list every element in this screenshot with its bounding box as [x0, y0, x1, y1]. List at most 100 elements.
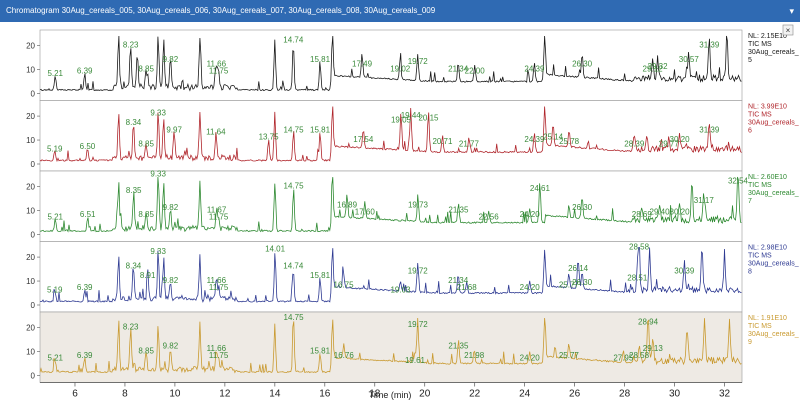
peak-label: 8.85 [138, 346, 154, 355]
x-tick-label: 12 [219, 389, 231, 400]
peak-label: 6.39 [77, 351, 93, 360]
y-tick-label: 0 [31, 231, 36, 240]
peak-label: 19.61 [405, 356, 426, 365]
peak-label: 19.02 [390, 64, 411, 73]
x-tick-label: 16 [319, 389, 331, 400]
file-index: 9 [748, 339, 752, 346]
peak-label: 26.30 [572, 60, 593, 69]
peak-label: 15.81 [310, 271, 331, 280]
peak-label: 31.39 [699, 125, 720, 134]
peak-label: 28.69 [632, 210, 653, 219]
peak-label: 8.85 [138, 210, 154, 219]
peak-label: 14.75 [284, 313, 305, 322]
peak-label: 21.35 [448, 205, 469, 214]
peak-label: 9.82 [163, 203, 179, 212]
peak-label: 14.75 [284, 125, 305, 134]
peak-label: 15.81 [310, 125, 331, 134]
y-tick-label: 0 [31, 372, 36, 381]
peak-label: 24.39 [524, 135, 545, 144]
peak-label: 6.39 [77, 67, 93, 76]
nl-value: NL: 3.99E10 [748, 104, 787, 111]
y-tick-label: 20 [26, 324, 35, 333]
peak-label: 11.66 [207, 344, 227, 353]
x-axis: 6 8 10 12 14 16 18 20 22 24 26 28 30 32 [40, 382, 742, 400]
pin-icon[interactable]: ▾ [789, 6, 794, 16]
peak-label: 9.82 [163, 276, 179, 285]
peak-label: 21.34 [448, 64, 469, 73]
peak-label: 9.33 [150, 169, 166, 178]
peak-label: 6.39 [77, 283, 93, 292]
peak-label: 5.21 [47, 213, 63, 222]
x-tick-label: 8 [122, 389, 128, 400]
peak-label: 14.74 [283, 36, 304, 45]
file-index: 7 [748, 198, 752, 205]
close-icon[interactable]: × [782, 24, 794, 36]
x-tick-label: 30 [669, 389, 681, 400]
peak-label: 22.56 [479, 213, 500, 222]
peak-label: 17.54 [353, 135, 374, 144]
trace-line [39, 106, 742, 163]
x-axis-label: Time (min) [369, 390, 412, 400]
peak-label: 29.32 [648, 62, 669, 71]
x-tick-label: 26 [569, 389, 581, 400]
peak-label: 31.39 [699, 40, 720, 49]
peak-label: 16.75 [334, 281, 355, 290]
peak-label: 21.98 [464, 351, 485, 360]
peak-label: 6.50 [80, 142, 96, 151]
trace-line [40, 247, 742, 303]
peak-label: 8.23 [123, 322, 139, 331]
peak-label: 11.75 [209, 67, 229, 76]
peak-label: 21.77 [459, 140, 480, 149]
peak-label: 27.95 [613, 354, 634, 363]
peak-label: 9.33 [150, 108, 166, 117]
peak-label: 8.85 [138, 140, 154, 149]
scan-filter: TIC MS [748, 323, 772, 330]
peak-label: 19.03 [390, 285, 411, 294]
peak-label: 8.34 [126, 261, 142, 270]
trace-panel: 0 10 20 5.19 6.50 8.34 8.85 9.339.97 11.64 13.75 1… [26, 100, 799, 172]
y-tick-label: 10 [26, 277, 35, 286]
peak-label: 20.15 [418, 113, 439, 122]
y-tick-label: 0 [31, 301, 36, 310]
scan-filter: TIC MS [748, 112, 772, 119]
peak-label: 25.77 [559, 351, 580, 360]
y-tick-label: 20 [26, 253, 35, 262]
peak-label: 11.75 [209, 213, 229, 222]
peak-label: 19.72 [408, 266, 429, 275]
peak-label: 11.66 [207, 276, 227, 285]
peak-label: 5.19 [47, 285, 63, 294]
peak-label: 26.30 [572, 278, 593, 287]
panel-frame [39, 100, 743, 172]
x-tick-label: 18 [369, 389, 381, 400]
peak-label: 20.71 [432, 137, 453, 146]
peak-label: 30.39 [674, 266, 695, 275]
peak-label: 19.73 [408, 201, 429, 210]
y-tick-label: 10 [26, 207, 35, 216]
peak-label: 24.20 [520, 210, 541, 219]
peak-label: 9.33 [150, 247, 166, 256]
peak-label: 25.14 [543, 132, 564, 141]
peak-label: 21.68 [457, 283, 478, 292]
peak-label: 15.81 [310, 346, 331, 355]
peak-label: 17.49 [352, 60, 373, 69]
scan-filter: TIC MS [748, 41, 772, 48]
peak-label: 19.72 [408, 320, 429, 329]
peak-label: 11.75 [209, 283, 229, 292]
nl-value: NL: 2.60E10 [748, 174, 787, 181]
peak-label: 8.91 [140, 271, 156, 280]
peak-label: 19.72 [408, 57, 429, 66]
peak-label: 8.85 [138, 64, 154, 73]
x-tick-label: 20 [419, 389, 431, 400]
peak-label: 8.34 [126, 118, 142, 127]
y-tick-label: 20 [26, 183, 35, 192]
peak-label: 14.74 [283, 261, 304, 270]
y-tick-label: 10 [26, 66, 35, 75]
y-tick-label: 20 [26, 112, 35, 121]
peak-label: 11.75 [209, 351, 229, 360]
peak-label: 14.01 [265, 245, 286, 254]
peak-label: 31.17 [694, 196, 715, 205]
window-titlebar: Chromatogram 30Aug_cereals_005, 30Aug_ce… [0, 0, 800, 22]
